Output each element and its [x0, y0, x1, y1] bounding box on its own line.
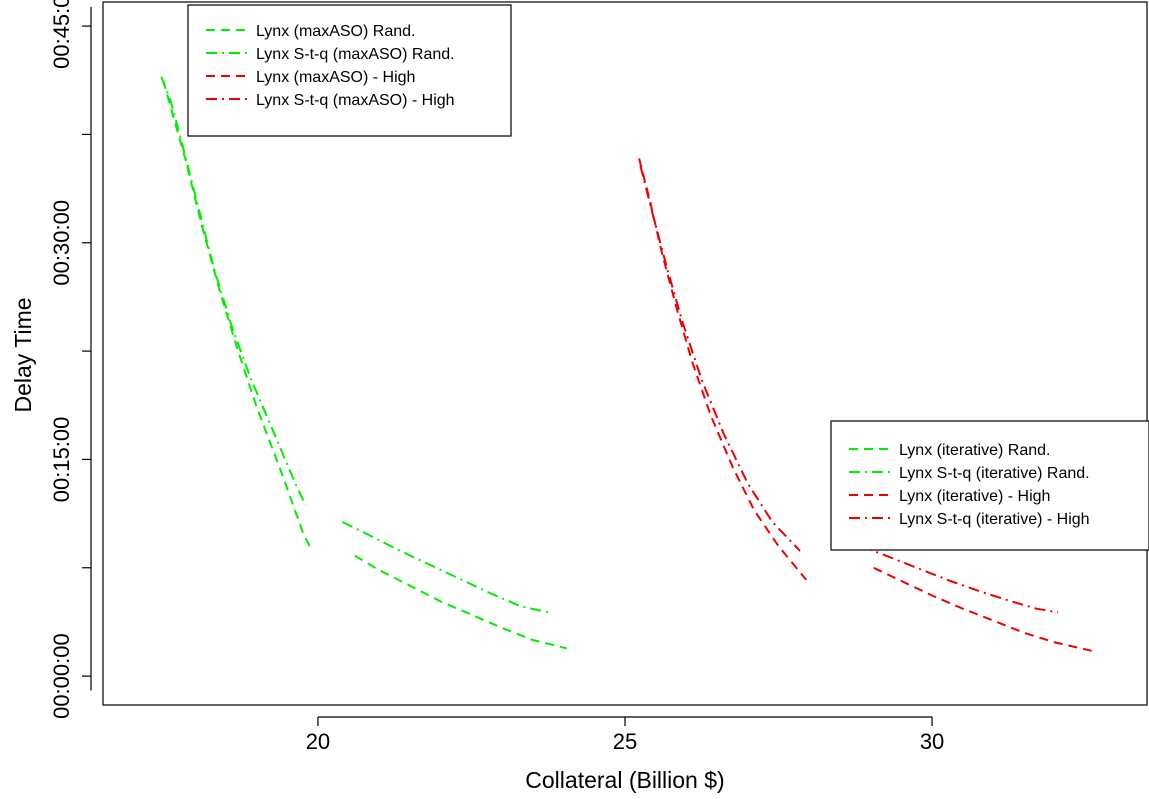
legend-label: Lynx (maxASO) Rand. — [256, 23, 415, 40]
y-axis-label: Delay Time — [10, 297, 36, 412]
legend-label: Lynx (iterative) - High — [899, 488, 1050, 505]
series-line — [861, 545, 1059, 614]
y-tick-label: 00:30:00 — [49, 200, 74, 286]
legend-label: Lynx (iterative) Rand. — [899, 442, 1050, 459]
x-tick-label: 20 — [306, 729, 330, 754]
y-tick-label: 00:15:00 — [49, 417, 74, 503]
x-tick-label: 25 — [613, 729, 637, 754]
series-line — [639, 165, 801, 552]
series-line — [354, 554, 567, 650]
legend-box — [830, 420, 1149, 551]
plot-frame — [102, 1, 1148, 706]
x-axis: 20 25 30 — [306, 716, 944, 754]
series-line — [162, 79, 313, 552]
legend-label: Lynx S-t-q (iterative) Rand. — [899, 465, 1090, 482]
legend: Lynx (maxASO) Rand. Lynx S-t-q (maxASO) R… — [187, 4, 512, 137]
legend-label: Lynx S-t-q (iterative) - High — [899, 511, 1090, 528]
legend-label: Lynx S-t-q (maxASO) - High — [256, 92, 455, 109]
series-line — [342, 521, 549, 614]
legend-box — [187, 4, 512, 137]
y-tick-label: 00:00:00 — [49, 633, 74, 719]
legend-label: Lynx (maxASO) - High — [256, 69, 415, 86]
legend-layer: Lynx (maxASO) Rand. Lynx S-t-q (maxASO) R… — [187, 4, 1149, 551]
series-line — [873, 566, 1092, 652]
series-line — [638, 158, 807, 581]
x-tick-label: 30 — [920, 729, 944, 754]
series-layer — [160, 76, 1092, 652]
x-axis-label: Collateral (Billion $) — [525, 767, 724, 793]
series-line — [160, 76, 307, 506]
y-tick-label: 00:45:00 — [49, 0, 74, 69]
y-axis: 00:00:00 00:15:00 00:30:00 00:45:00 — [49, 0, 92, 719]
legend-label: Lynx S-t-q (maxASO) Rand. — [256, 46, 455, 63]
legend: Lynx (iterative) Rand. Lynx S-t-q (iterat… — [830, 420, 1149, 551]
